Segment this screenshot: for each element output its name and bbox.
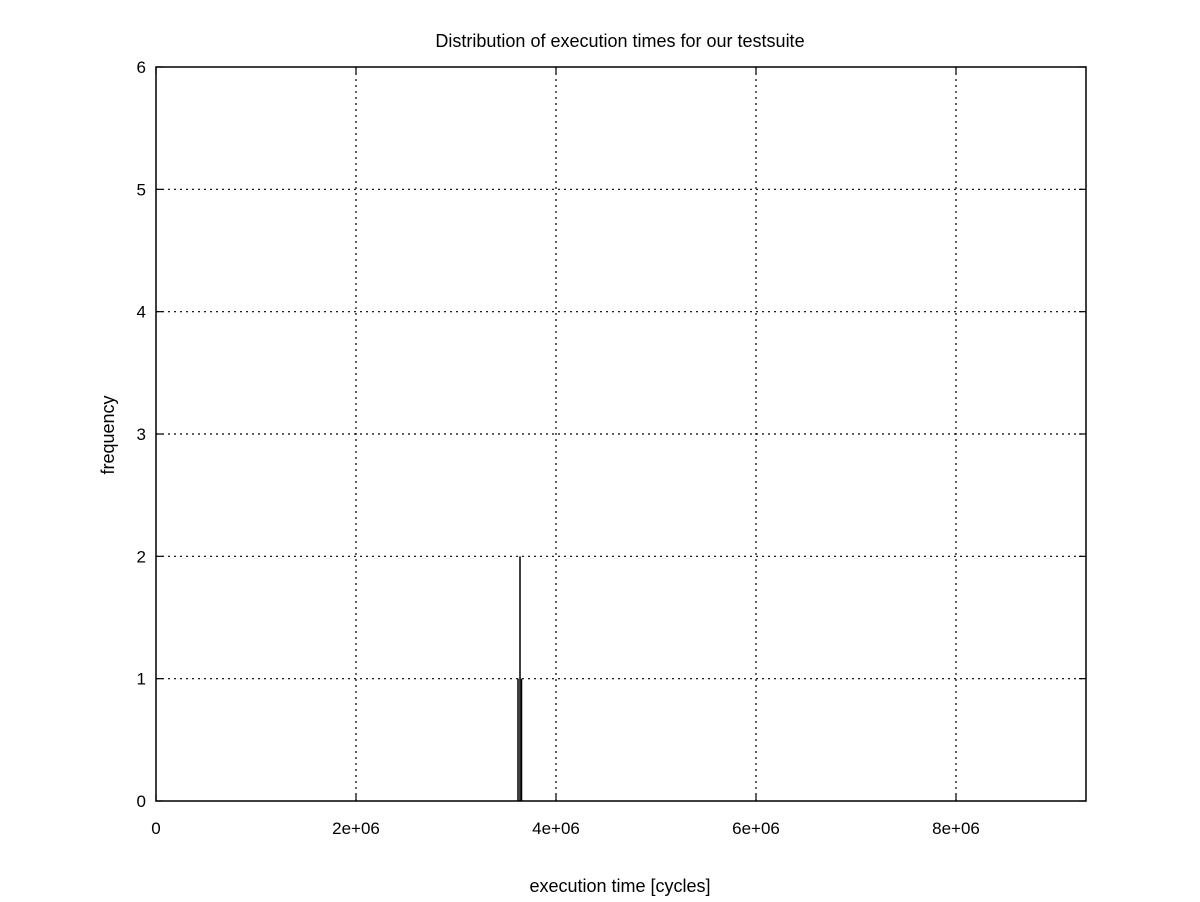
y-tick-label: 3 bbox=[137, 425, 146, 444]
y-tick-label: 4 bbox=[137, 303, 146, 322]
x-tick-label: 6e+06 bbox=[732, 819, 780, 838]
x-axis-title: execution time [cycles] bbox=[529, 876, 710, 896]
x-tick-label: 4e+06 bbox=[532, 819, 580, 838]
y-tick-label: 5 bbox=[137, 180, 146, 199]
y-axis-title: frequency bbox=[98, 395, 118, 474]
x-tick-label: 0 bbox=[151, 819, 160, 838]
x-tick-label: 2e+06 bbox=[332, 819, 380, 838]
grid-lines bbox=[156, 67, 1086, 801]
y-tick-label: 6 bbox=[137, 58, 146, 77]
y-tick-label: 1 bbox=[137, 670, 146, 689]
y-tick-label: 0 bbox=[137, 792, 146, 811]
y-tick-label: 2 bbox=[137, 547, 146, 566]
y-tick-labels: 0 1 2 3 4 5 6 bbox=[137, 58, 146, 811]
x-tick-labels: 0 2e+06 4e+06 6e+06 8e+06 bbox=[151, 819, 980, 838]
plot-frame bbox=[155, 66, 1087, 802]
x-tick-label: 8e+06 bbox=[932, 819, 980, 838]
bars bbox=[517, 556, 523, 801]
chart-title: Distribution of execution times for our … bbox=[435, 31, 804, 51]
